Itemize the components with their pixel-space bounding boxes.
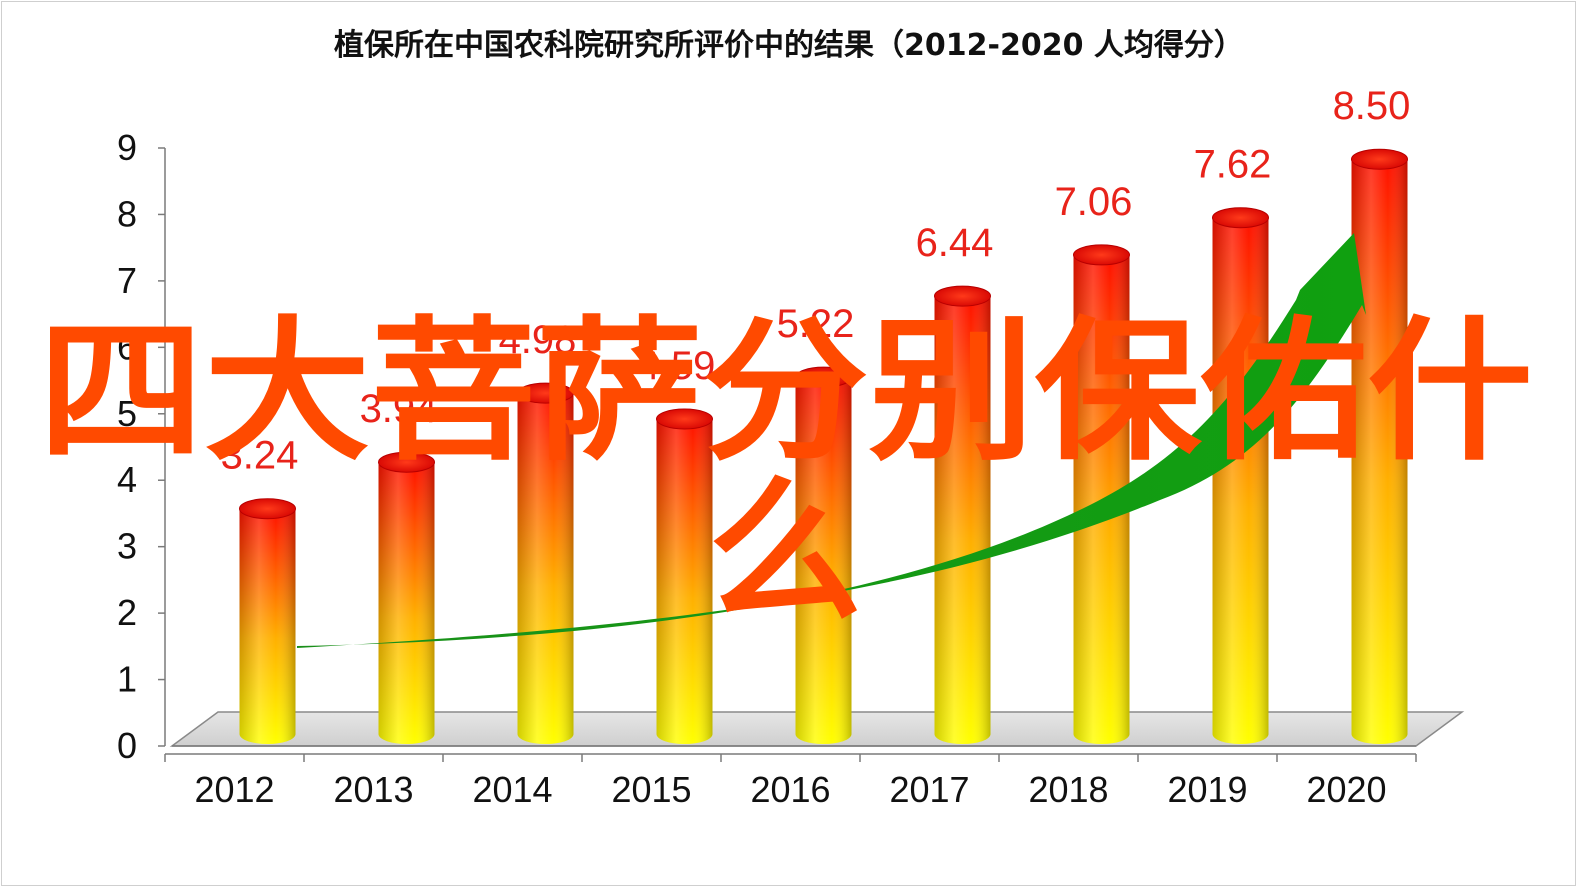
- bar-shade: [934, 296, 991, 744]
- x-tick-label: 2014: [472, 769, 552, 810]
- overlay-line-2: 么: [708, 463, 862, 642]
- bar-shade: [656, 419, 713, 744]
- y-tick-label: 1: [117, 659, 137, 700]
- bar: [517, 382, 574, 744]
- y-axis: 0 1 2 3 4 5 6 7 8 9: [117, 127, 166, 766]
- bar-top: [517, 382, 574, 404]
- data-label: 4.59: [638, 344, 716, 388]
- data-label: 3.24: [221, 434, 299, 478]
- bar-shade: [795, 377, 852, 744]
- overlay-line-1: 四大菩萨分别保佑什: [38, 303, 1533, 482]
- x-tick-label: 2015: [611, 769, 691, 810]
- y-tick-label: 6: [117, 326, 137, 367]
- x-tick-label: 2012: [194, 769, 274, 810]
- data-label: 4.98: [499, 318, 577, 362]
- bar-shade: [1351, 159, 1408, 744]
- y-tick-label: 2: [117, 592, 137, 633]
- x-tick-label: 2020: [1306, 769, 1386, 810]
- bar: [795, 366, 852, 744]
- bar: [239, 498, 296, 744]
- bar: [934, 285, 991, 744]
- bar-top: [934, 285, 991, 307]
- bar-shade: [378, 462, 435, 744]
- bar-top: [1073, 244, 1130, 266]
- bar-top: [795, 366, 852, 388]
- x-axis: 2012 2013 2014 2015 2016 2017 2018 2019 2020: [164, 753, 1417, 810]
- bar-top: [656, 408, 713, 430]
- y-tick-label: 9: [117, 127, 137, 168]
- data-label: 7.62: [1194, 143, 1272, 187]
- data-label: 3.94: [360, 387, 438, 431]
- x-tick-label: 2019: [1167, 769, 1247, 810]
- data-label: 5.22: [777, 302, 855, 346]
- bar-top: [1212, 207, 1269, 229]
- bar: [1212, 207, 1269, 744]
- bar-shade: [1212, 217, 1269, 744]
- x-tick-label: 2018: [1028, 769, 1108, 810]
- y-tick-label: 8: [117, 193, 137, 234]
- bar-top: [1351, 148, 1408, 170]
- x-tick-label: 2016: [750, 769, 830, 810]
- x-tick-label: 2013: [333, 769, 413, 810]
- y-tick-label: 4: [117, 459, 137, 500]
- x-tick-label: 2017: [889, 769, 969, 810]
- bar-shade: [517, 393, 574, 744]
- bar: [378, 451, 435, 744]
- bar-top: [239, 498, 296, 520]
- bar-top: [378, 451, 435, 473]
- data-label: 7.06: [1055, 180, 1133, 224]
- y-tick-label: 5: [117, 393, 137, 434]
- y-tick-label: 0: [117, 725, 137, 766]
- chart-title: 植保所在中国农科院研究所评价中的结果（2012-2020 人均得分）: [334, 28, 1244, 63]
- bar: [656, 408, 713, 744]
- data-labels-group: 3.24 3.94 4.98 4.59 5.22 6.44 7.06 7.62 8.50: [221, 84, 1411, 477]
- y-tick-label: 7: [117, 260, 137, 301]
- bar: [1351, 148, 1408, 744]
- data-label: 8.50: [1333, 84, 1411, 128]
- y-tick-label: 3: [117, 526, 137, 567]
- bar-shade: [239, 508, 296, 744]
- data-label: 6.44: [916, 221, 994, 265]
